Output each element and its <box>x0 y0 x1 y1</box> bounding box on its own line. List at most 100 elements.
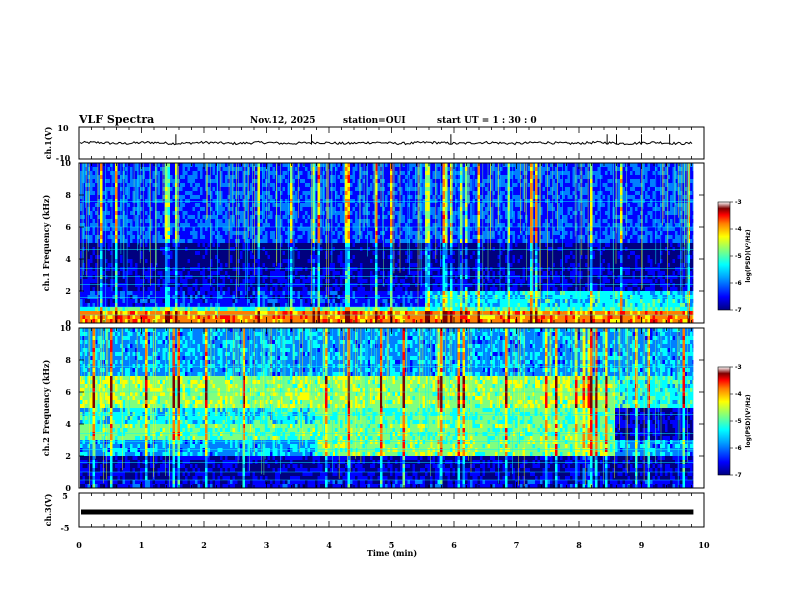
spectrogram-cell <box>387 163 391 168</box>
spectrogram-cell <box>362 319 366 324</box>
spectrogram-cell <box>270 303 273 308</box>
spectrogram-cell <box>387 319 391 324</box>
spectrogram-cell <box>320 271 323 276</box>
spectrogram-cell <box>155 283 158 288</box>
spectrogram-cell <box>347 207 351 212</box>
spectrogram-cell <box>115 251 118 256</box>
spectrogram-cell <box>385 211 388 216</box>
spectrogram-cell <box>340 167 343 172</box>
spectrogram-cell <box>137 251 141 256</box>
spectrogram-cell <box>190 315 193 320</box>
spectrogram-cell <box>225 307 228 312</box>
spectrogram-cell <box>342 275 346 280</box>
spectrogram-cell <box>260 223 263 228</box>
spectrogram-cell <box>182 259 186 264</box>
spectrogram-cell <box>160 255 163 260</box>
spectrogram-cell <box>97 319 101 324</box>
spectrogram-cell <box>120 219 123 224</box>
spectrogram-cell <box>110 303 113 308</box>
spectrogram-cell <box>297 299 301 304</box>
spectrogram-cell <box>297 219 301 224</box>
spectrogram-cell <box>337 183 341 188</box>
spectrogram-cell <box>275 271 278 276</box>
spectrogram-cell <box>267 227 271 232</box>
spectrogram-cell <box>270 251 273 256</box>
spectrogram-cell <box>355 191 358 196</box>
spectrogram-cell <box>322 319 326 324</box>
spectrogram-cell <box>182 187 186 192</box>
spectrogram-cell <box>212 235 216 240</box>
spectrogram-cell <box>152 231 156 236</box>
spectrogram-cell <box>185 235 188 240</box>
spectrogram-cell <box>347 195 351 200</box>
spectrogram-cell <box>232 263 236 268</box>
spectrogram-cell <box>237 299 241 304</box>
spectrogram-cell <box>140 207 143 212</box>
spectrogram-cell <box>340 251 343 256</box>
spectrogram-cell <box>302 275 306 280</box>
spectrogram-cell <box>255 187 258 192</box>
spectrogram-cell <box>277 223 281 228</box>
spectrogram-cell <box>382 179 386 184</box>
spectrogram-cell <box>367 167 371 172</box>
spectrogram-cell <box>90 191 93 196</box>
spectrogram-cell <box>142 307 146 312</box>
spectrogram-cell <box>377 227 381 232</box>
spectrogram-cell <box>377 315 381 320</box>
spectrogram-cell <box>267 303 271 308</box>
spectrogram-cell <box>375 319 378 324</box>
spectrogram-cell <box>262 179 266 184</box>
spectrogram-cell <box>262 175 266 180</box>
spectrogram-cell <box>350 175 353 180</box>
spectrogram-cell <box>340 263 343 268</box>
spectrogram-cell <box>167 167 171 172</box>
spectrogram-cell <box>367 319 371 324</box>
spectrogram-cell <box>282 235 286 240</box>
spectrogram-cell <box>360 227 363 232</box>
spectrogram-cell <box>300 223 303 228</box>
spectrogram-cell <box>257 311 261 316</box>
spectrogram-cell <box>245 235 248 240</box>
spectrogram-cell <box>167 311 171 316</box>
spectrogram-cell <box>205 307 208 312</box>
spectrogram-cell <box>242 283 246 288</box>
spectrogram-cell <box>220 275 223 280</box>
spectrogram-cell <box>265 299 268 304</box>
spectrogram-cell <box>130 183 133 188</box>
spectrogram-cell <box>382 231 386 236</box>
spectrogram-cell <box>315 211 318 216</box>
spectrogram-cell <box>197 239 201 244</box>
spectrogram-cell <box>355 171 358 176</box>
spectrogram-cell <box>250 307 253 312</box>
spectrogram-cell <box>227 307 231 312</box>
spectrogram-cell <box>347 171 351 176</box>
spectrogram-cell <box>362 255 366 260</box>
spectrogram-cell <box>137 207 141 212</box>
spectrogram-cell <box>282 223 286 228</box>
spectrogram-cell <box>212 275 216 280</box>
spectrogram-cell <box>330 307 333 312</box>
spectrogram-cell <box>337 271 341 276</box>
spectrogram-cell <box>172 239 176 244</box>
spectrogram-cell <box>182 287 186 292</box>
spectrogram-cell <box>290 211 293 216</box>
spectrogram-cell <box>362 287 366 292</box>
spectrogram-cell <box>332 215 336 220</box>
spectrogram-cell <box>280 227 283 232</box>
spectrogram-cell <box>300 235 303 240</box>
spectrogram-cell <box>130 303 133 308</box>
spectrogram-cell <box>170 235 173 240</box>
spectrogram-cell <box>187 251 191 256</box>
spectrogram-cell <box>175 307 178 312</box>
spectrogram-cell <box>232 303 236 308</box>
spectrogram-cell <box>212 187 216 192</box>
spectrogram-cell <box>117 263 121 268</box>
spectrogram-cell <box>172 271 176 276</box>
spectrogram-cell <box>345 267 348 272</box>
spectrogram-cell <box>312 299 316 304</box>
spectrogram-cell <box>280 259 283 264</box>
spectrogram-cell <box>130 287 133 292</box>
spectrogram-cell <box>370 187 373 192</box>
spectrogram-cell <box>127 251 131 256</box>
spectrogram-cell <box>170 231 173 236</box>
